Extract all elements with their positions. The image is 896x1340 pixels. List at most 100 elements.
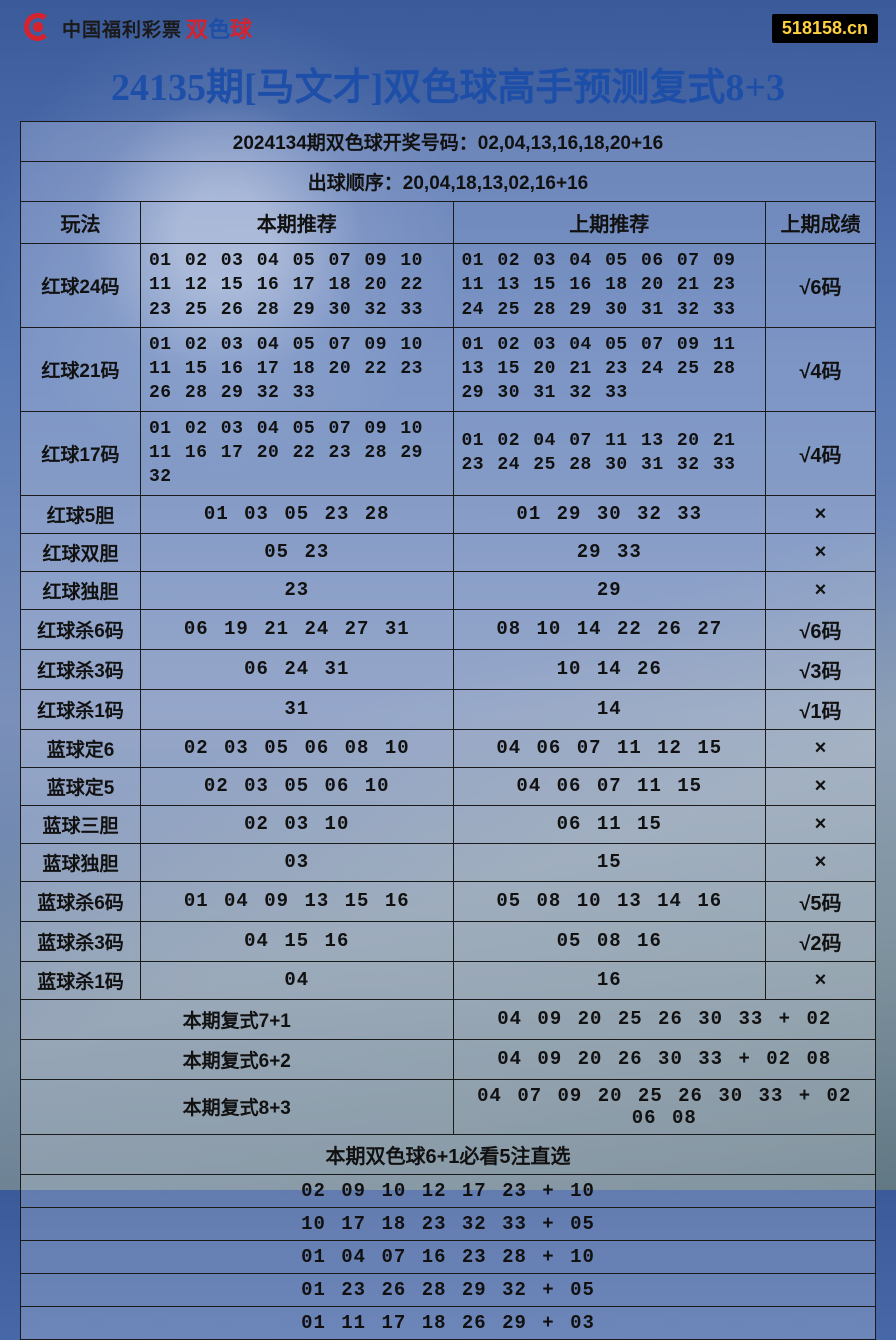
row-result: × [766,729,876,767]
row-label: 红球独胆 [21,571,141,609]
site-badge: 518158.cn [772,14,878,43]
row-current: 31 [141,689,454,729]
row-current: 01 04 09 13 15 16 [141,881,454,921]
logo-area: 中国福利彩票 双色球 [18,10,252,46]
fushi-label: 本期复式8+3 [21,1079,454,1134]
draw-order: 出球顺序：20,04,18,13,02,16+16 [21,162,876,202]
row-label: 蓝球定6 [21,729,141,767]
row-previous: 16 [453,961,766,999]
row-current: 03 [141,843,454,881]
row-current: 01 02 03 04 05 07 09 10 11 12 15 16 17 1… [141,244,454,328]
fushi-value: 04 09 20 25 26 30 33 + 02 [453,999,876,1039]
row-result: × [766,767,876,805]
col-current: 本期推荐 [141,202,454,244]
row-previous: 01 29 30 32 33 [453,495,766,533]
row-label: 红球24码 [21,244,141,328]
pick-value: 02 09 10 12 17 23 + 10 [21,1174,876,1207]
prediction-table: 2024134期双色球开奖号码：02,04,13,16,18,20+16 出球顺… [20,121,876,1340]
pick-value: 01 11 17 18 26 29 + 03 [21,1306,876,1339]
fushi-row: 本期复式8+304 07 09 20 25 26 30 33 + 02 06 0… [21,1079,876,1134]
fushi-row: 本期复式6+204 09 20 26 30 33 + 02 08 [21,1039,876,1079]
pick-row: 01 04 07 16 23 28 + 10 [21,1240,876,1273]
row-result: √5码 [766,881,876,921]
col-result: 上期成绩 [766,202,876,244]
row-label: 蓝球杀3码 [21,921,141,961]
table-row: 红球杀3码06 24 3110 14 26√3码 [21,649,876,689]
row-result: × [766,805,876,843]
pick-row: 01 23 26 28 29 32 + 05 [21,1273,876,1306]
pick-value: 10 17 18 23 32 33 + 05 [21,1207,876,1240]
row-current: 05 23 [141,533,454,571]
row-label: 蓝球三胆 [21,805,141,843]
row-current: 06 19 21 24 27 31 [141,609,454,649]
row-current: 23 [141,571,454,609]
fushi-value: 04 07 09 20 25 26 30 33 + 02 06 08 [453,1079,876,1134]
table-row: 蓝球杀3码04 15 1605 08 16√2码 [21,921,876,961]
table-row: 红球17码01 02 03 04 05 07 09 10 11 16 17 20… [21,411,876,495]
fushi-label: 本期复式6+2 [21,1039,454,1079]
row-result: √4码 [766,327,876,411]
row-previous: 29 [453,571,766,609]
pick-row: 02 09 10 12 17 23 + 10 [21,1174,876,1207]
row-previous: 01 02 03 04 05 06 07 09 11 13 15 16 18 2… [453,244,766,328]
table-row: 红球双胆05 2329 33× [21,533,876,571]
row-label: 蓝球杀1码 [21,961,141,999]
fushi-value: 04 09 20 26 30 33 + 02 08 [453,1039,876,1079]
row-result: × [766,495,876,533]
row-current: 06 24 31 [141,649,454,689]
row-current: 04 15 16 [141,921,454,961]
row-previous: 08 10 14 22 26 27 [453,609,766,649]
row-label: 红球双胆 [21,533,141,571]
row-result: √2码 [766,921,876,961]
row-current: 02 03 10 [141,805,454,843]
row-label: 红球17码 [21,411,141,495]
logo-text: 中国福利彩票 [62,15,182,42]
pick-value: 01 23 26 28 29 32 + 05 [21,1273,876,1306]
row-current: 02 03 05 06 10 [141,767,454,805]
row-previous: 01 02 04 07 11 13 20 21 23 24 25 28 30 3… [453,411,766,495]
row-label: 蓝球独胆 [21,843,141,881]
header: 中国福利彩票 双色球 518158.cn [0,0,896,50]
pick-row: 01 11 17 18 26 29 + 03 [21,1306,876,1339]
draw-result: 2024134期双色球开奖号码：02,04,13,16,18,20+16 [21,122,876,162]
col-previous: 上期推荐 [453,202,766,244]
row-current: 04 [141,961,454,999]
row-label: 红球杀6码 [21,609,141,649]
row-previous: 04 06 07 11 15 [453,767,766,805]
row-label: 红球杀3码 [21,649,141,689]
logo-suffix: 双色球 [186,12,252,44]
row-result: √3码 [766,649,876,689]
table-row: 红球24码01 02 03 04 05 07 09 10 11 12 15 16… [21,244,876,328]
row-result: √4码 [766,411,876,495]
row-label: 蓝球杀6码 [21,881,141,921]
table-row: 红球5胆01 03 05 23 2801 29 30 32 33× [21,495,876,533]
table-row: 蓝球独胆0315× [21,843,876,881]
row-current: 01 02 03 04 05 07 09 10 11 16 17 20 22 2… [141,411,454,495]
row-result: √6码 [766,244,876,328]
pick-row: 10 17 18 23 32 33 + 05 [21,1207,876,1240]
lottery-logo-icon [18,10,58,46]
row-label: 红球杀1码 [21,689,141,729]
row-previous: 05 08 10 13 14 16 [453,881,766,921]
row-result: × [766,571,876,609]
row-result: × [766,533,876,571]
table-row: 红球21码01 02 03 04 05 07 09 10 11 15 16 17… [21,327,876,411]
row-result: √1码 [766,689,876,729]
row-result: √6码 [766,609,876,649]
row-label: 红球5胆 [21,495,141,533]
row-current: 01 02 03 04 05 07 09 10 11 15 16 17 18 2… [141,327,454,411]
row-result: × [766,843,876,881]
row-previous: 14 [453,689,766,729]
row-previous: 10 14 26 [453,649,766,689]
table-row: 红球杀1码3114√1码 [21,689,876,729]
picks-title: 本期双色球6+1必看5注直选 [21,1134,876,1174]
row-result: × [766,961,876,999]
fushi-row: 本期复式7+104 09 20 25 26 30 33 + 02 [21,999,876,1039]
table-row: 蓝球定502 03 05 06 1004 06 07 11 15× [21,767,876,805]
col-play: 玩法 [21,202,141,244]
row-current: 01 03 05 23 28 [141,495,454,533]
row-label: 红球21码 [21,327,141,411]
table-row: 红球独胆2329× [21,571,876,609]
row-previous: 04 06 07 11 12 15 [453,729,766,767]
table-row: 蓝球定602 03 05 06 08 1004 06 07 11 12 15× [21,729,876,767]
